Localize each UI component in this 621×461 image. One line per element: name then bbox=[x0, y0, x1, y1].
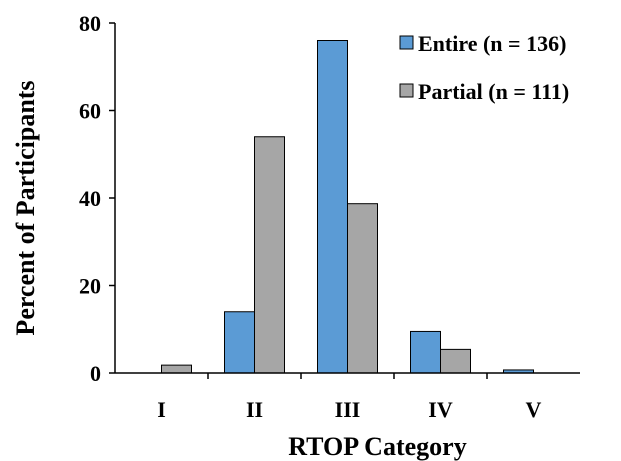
bar-partial-iv bbox=[440, 348, 471, 374]
bar-partial-iii bbox=[347, 203, 378, 374]
y-tick-label: 60 bbox=[79, 99, 101, 124]
y-tick-label: 0 bbox=[90, 361, 101, 386]
y-tick-label: 20 bbox=[79, 274, 101, 299]
x-ticks-group: I II III IV V bbox=[157, 373, 542, 422]
y-ticks-group: 0 20 40 60 80 bbox=[79, 11, 115, 386]
legend-label-entire: Entire (n = 136) bbox=[418, 31, 566, 56]
x-tick-label-iv: IV bbox=[428, 397, 453, 422]
y-axis-title: Percent of Participants bbox=[11, 80, 40, 335]
bar-entire-ii bbox=[224, 311, 255, 374]
x-tick-label-ii: II bbox=[246, 397, 263, 422]
bars-group bbox=[161, 40, 534, 374]
x-tick-label-v: V bbox=[526, 397, 542, 422]
legend: Entire (n = 136) Partial (n = 111) bbox=[399, 31, 569, 104]
y-tick-label: 40 bbox=[79, 186, 101, 211]
legend-label-partial: Partial (n = 111) bbox=[418, 79, 569, 104]
x-tick-label-iii: III bbox=[335, 397, 361, 422]
bar-partial-ii bbox=[254, 136, 285, 374]
y-tick-label: 80 bbox=[79, 11, 101, 36]
legend-swatch-partial bbox=[399, 83, 414, 98]
x-axis-title: RTOP Category bbox=[288, 432, 466, 461]
bar-entire-iv bbox=[410, 330, 441, 374]
bar-entire-iii bbox=[317, 40, 348, 374]
bar-partial-i bbox=[161, 364, 192, 374]
x-tick-label-i: I bbox=[157, 397, 166, 422]
legend-swatch-entire bbox=[399, 35, 414, 50]
